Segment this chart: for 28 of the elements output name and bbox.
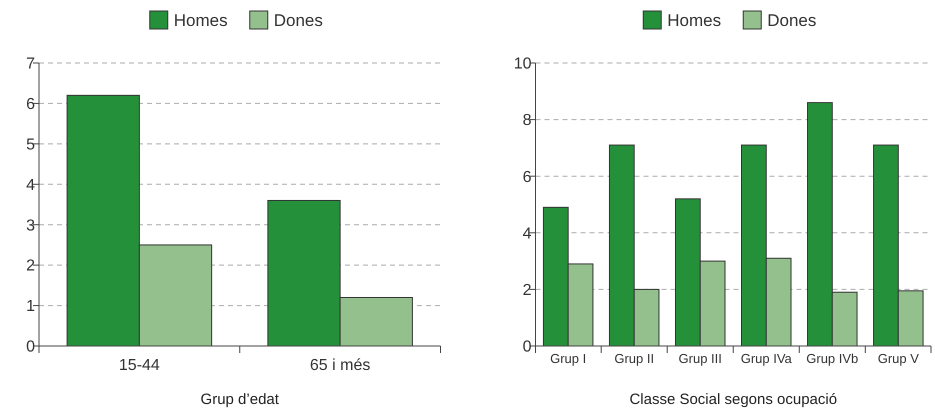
y-tick-label: 3 <box>26 217 36 234</box>
x-tick-label: Grup IVb <box>806 351 858 366</box>
y-tick-label: 6 <box>522 168 532 186</box>
y-tick-label: 5 <box>26 136 36 154</box>
x-tick-label: Grup II <box>614 351 654 366</box>
legend-label: Dones <box>274 10 323 30</box>
x-tick-label: Grup IVa <box>740 351 793 366</box>
y-tick-label: 10 <box>514 56 532 73</box>
y-tick-label: 4 <box>522 225 532 242</box>
y-tick-label: 4 <box>26 176 36 194</box>
y-tick-label: 7 <box>26 56 36 73</box>
y-tick-label: 1 <box>26 298 36 316</box>
legend-label: Homes <box>174 10 228 30</box>
y-tick-label: 6 <box>26 96 36 114</box>
y-tick-label: 2 <box>522 282 532 299</box>
x-tick-label: 65 i més <box>310 357 370 374</box>
x-tick-label: Grup I <box>550 351 586 366</box>
legend-label: Homes <box>667 10 722 30</box>
x-tick-label: Grup III <box>678 351 722 366</box>
x-axis-title: Grup d’edat <box>200 391 280 408</box>
legend-label: Dones <box>767 10 816 30</box>
y-tick-label: 8 <box>522 112 532 130</box>
x-axis-title: Classe Social segons ocupació <box>629 391 838 408</box>
y-tick-label: 0 <box>26 338 36 356</box>
y-tick-label: 2 <box>26 258 36 275</box>
x-tick-label: 15-44 <box>118 357 160 374</box>
x-tick-label: Grup V <box>878 351 920 366</box>
y-tick-label: 0 <box>522 338 532 356</box>
